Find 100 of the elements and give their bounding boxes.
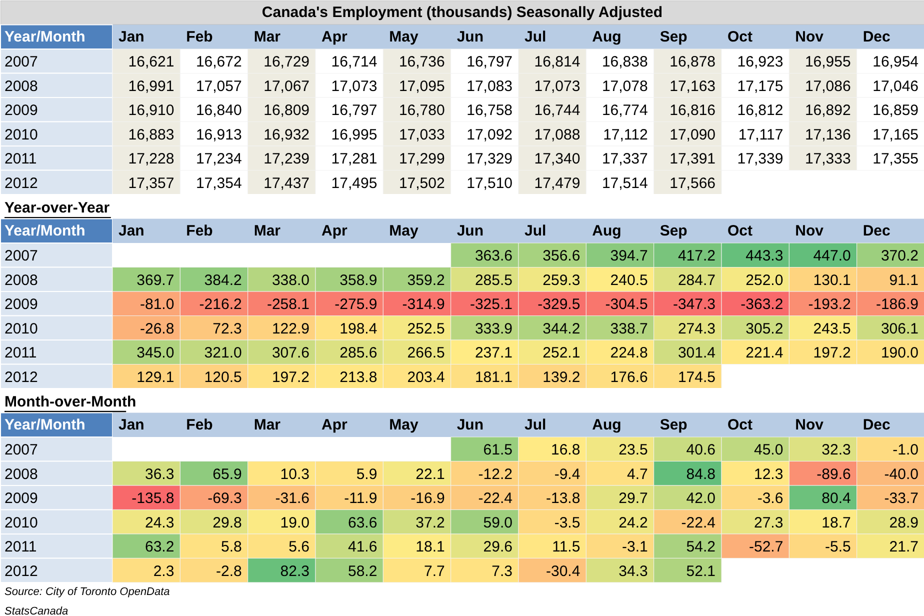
data-label: 17,092 bbox=[466, 126, 513, 144]
y-tick-label: 2009 bbox=[4, 102, 38, 120]
data-label: 16,954 bbox=[872, 54, 919, 71]
data-label: 129.1 bbox=[136, 368, 174, 386]
data-label: 17,329 bbox=[466, 150, 513, 168]
data-label: 17,510 bbox=[466, 174, 513, 192]
x-tick-label: Oct bbox=[728, 416, 753, 434]
data-label: -325.1 bbox=[470, 296, 513, 314]
x-tick-label: Mar bbox=[254, 222, 281, 240]
data-label: 16,883 bbox=[128, 126, 174, 144]
data-label: 224.8 bbox=[610, 344, 648, 362]
data-label: -216.2 bbox=[199, 296, 242, 314]
data-label: 17,165 bbox=[872, 126, 919, 144]
data-label: 29.7 bbox=[618, 490, 648, 508]
data-label: -12.2 bbox=[478, 466, 513, 483]
data-label: 338.0 bbox=[272, 272, 310, 289]
chart-title: Month-over-Month bbox=[4, 393, 136, 410]
data-label: 16,780 bbox=[398, 102, 445, 120]
source-note: Source: City of Toronto OpenData bbox=[4, 586, 170, 598]
x-tick-label: Sep bbox=[660, 416, 688, 434]
data-label: 29.8 bbox=[212, 514, 242, 532]
data-label: 21.7 bbox=[889, 538, 919, 556]
data-label: -275.9 bbox=[334, 296, 378, 314]
x-tick-label: Feb bbox=[186, 416, 213, 434]
data-label: -26.8 bbox=[140, 320, 174, 338]
data-label: 16,878 bbox=[670, 54, 716, 71]
data-label: 17,239 bbox=[264, 150, 310, 168]
x-tick-label: Jul bbox=[524, 416, 546, 434]
y-tick-label: 2010 bbox=[4, 320, 38, 338]
data-label: 17,479 bbox=[534, 174, 580, 192]
data-label: 17,095 bbox=[398, 78, 445, 95]
data-label: -22.4 bbox=[478, 490, 513, 508]
x-tick-label: Jan bbox=[118, 416, 144, 434]
data-label: 2.3 bbox=[153, 562, 174, 580]
data-label: -1.0 bbox=[892, 442, 919, 459]
data-label: 18.1 bbox=[416, 538, 445, 556]
data-label: 243.5 bbox=[813, 320, 851, 338]
chart-title: Canada's Employment (thousands) Seasonally Adjusted bbox=[262, 4, 663, 22]
data-label: 384.2 bbox=[204, 272, 242, 289]
data-label: 174.5 bbox=[678, 368, 716, 386]
x-tick-label: Mar bbox=[254, 28, 281, 46]
data-label: 7.7 bbox=[424, 562, 445, 580]
data-label: 4.7 bbox=[626, 466, 648, 483]
data-label: 321.0 bbox=[204, 344, 242, 362]
data-label: 356.6 bbox=[542, 248, 580, 265]
data-label: 22.1 bbox=[416, 466, 445, 483]
data-label: 16,913 bbox=[196, 126, 242, 144]
data-label: 45.0 bbox=[754, 442, 784, 459]
data-label: 266.5 bbox=[407, 344, 445, 362]
data-label: 17,337 bbox=[602, 150, 648, 168]
data-label: 190.0 bbox=[880, 344, 919, 362]
data-label: -5.5 bbox=[824, 538, 851, 556]
data-label: 32.3 bbox=[822, 442, 851, 459]
data-label: 17,339 bbox=[737, 150, 784, 168]
x-tick-label: Dec bbox=[862, 28, 890, 46]
data-label: -258.1 bbox=[266, 296, 310, 314]
x-axis-title: Year/Month bbox=[4, 28, 86, 46]
x-tick-label: Feb bbox=[186, 28, 213, 46]
data-label: 443.3 bbox=[746, 248, 784, 265]
data-label: 80.4 bbox=[822, 490, 851, 508]
data-label: -52.7 bbox=[748, 538, 784, 556]
data-label: 259.3 bbox=[542, 272, 580, 289]
data-label: 394.7 bbox=[610, 248, 648, 265]
data-label: 252.0 bbox=[746, 272, 784, 289]
data-label: 130.1 bbox=[813, 272, 851, 289]
data-label: 16,729 bbox=[264, 54, 310, 71]
data-label: 16,797 bbox=[466, 54, 513, 71]
y-tick-label: 2008 bbox=[4, 272, 38, 289]
data-label: 17,073 bbox=[331, 78, 378, 95]
x-tick-label: Feb bbox=[186, 222, 213, 240]
data-label: 252.1 bbox=[542, 344, 580, 362]
data-label: 17,495 bbox=[331, 174, 378, 192]
y-tick-label: 2012 bbox=[4, 368, 38, 386]
data-label: 24.3 bbox=[144, 514, 174, 532]
data-label: -31.6 bbox=[275, 490, 310, 508]
y-tick-label: 2009 bbox=[4, 296, 38, 314]
data-label: 17,391 bbox=[670, 150, 716, 168]
x-tick-label: Sep bbox=[660, 28, 688, 46]
data-label: 16,932 bbox=[264, 126, 310, 144]
data-label: 54.2 bbox=[686, 538, 716, 556]
data-label: 16,797 bbox=[331, 102, 378, 120]
data-label: 5.6 bbox=[288, 538, 310, 556]
data-label: 122.9 bbox=[272, 320, 310, 338]
data-label: 91.1 bbox=[889, 272, 919, 289]
x-tick-label: Jan bbox=[118, 222, 144, 240]
data-label: 417.2 bbox=[678, 248, 716, 265]
x-tick-label: Apr bbox=[322, 222, 348, 240]
x-tick-label: Oct bbox=[728, 28, 753, 46]
data-label: 27.3 bbox=[754, 514, 784, 532]
data-label: 65.9 bbox=[212, 466, 242, 483]
data-label: -186.9 bbox=[876, 296, 919, 314]
data-label: -89.6 bbox=[816, 466, 851, 483]
x-tick-label: Nov bbox=[795, 222, 824, 240]
x-axis-title: Year/Month bbox=[4, 222, 86, 240]
text: StatsCanada bbox=[4, 605, 68, 616]
data-label: 285.5 bbox=[474, 272, 513, 289]
data-label: 305.2 bbox=[746, 320, 784, 338]
data-label: 213.8 bbox=[340, 368, 378, 386]
data-label: 16,859 bbox=[872, 102, 919, 120]
data-label: 16,892 bbox=[804, 102, 851, 120]
